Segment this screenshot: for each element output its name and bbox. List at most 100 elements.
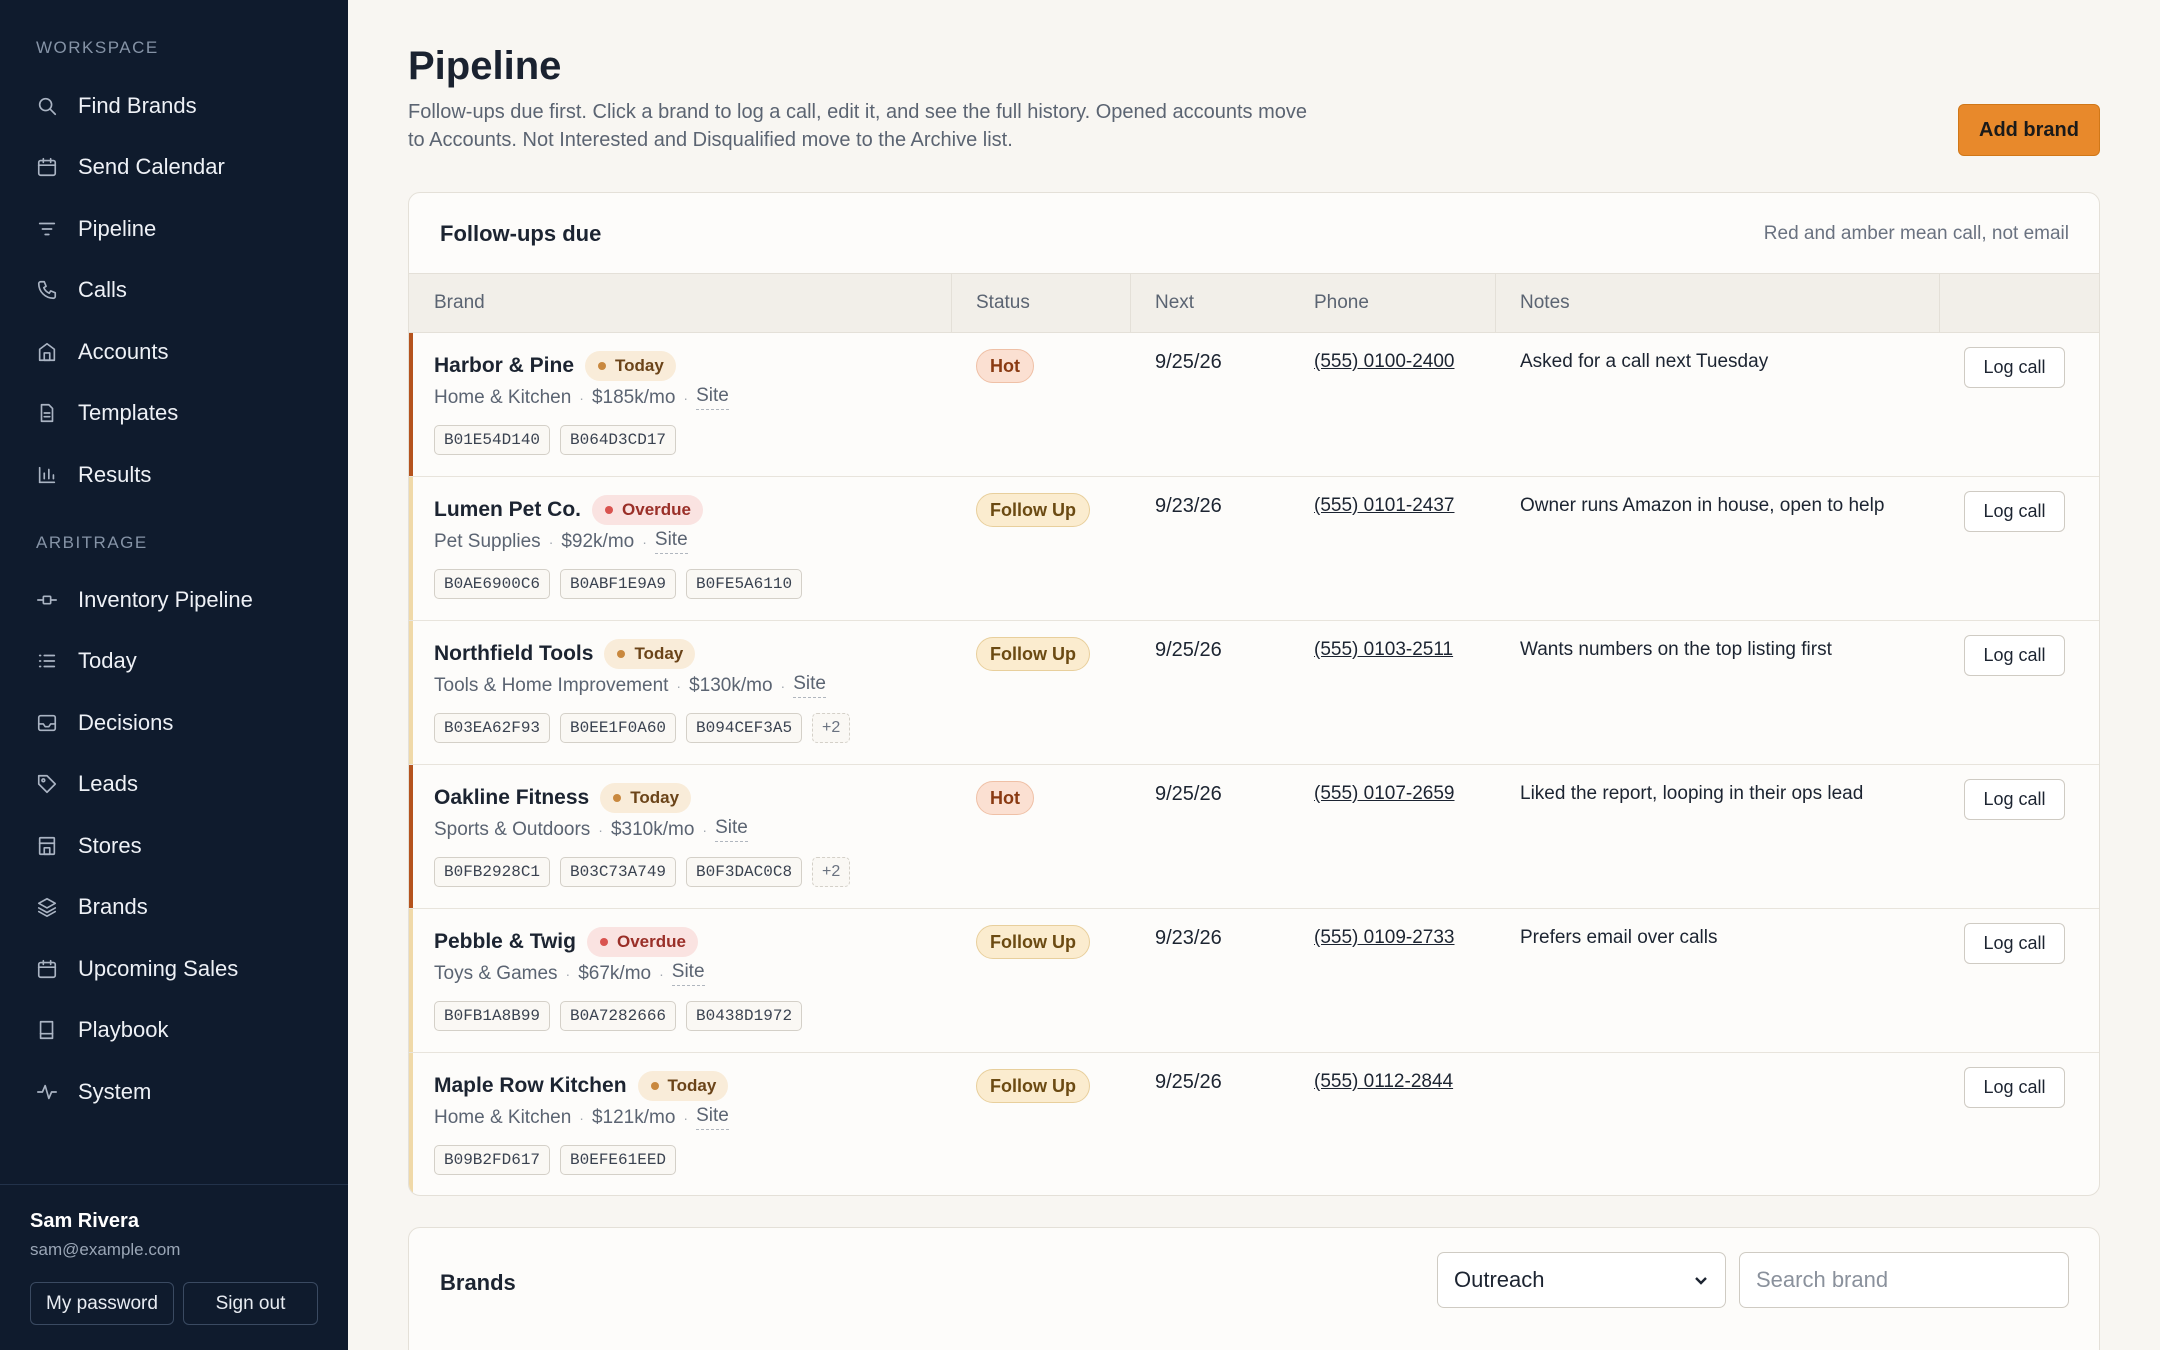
sidebar-item-upcoming-sales[interactable]: Upcoming Sales — [0, 938, 348, 1000]
sidebar-item-today[interactable]: Today — [0, 631, 348, 693]
due-label: Today — [667, 1076, 717, 1095]
sidebar-item-send-calendar[interactable]: Send Calendar — [0, 137, 348, 199]
table-row[interactable]: Harbor & Pine Today Home & Kitchen · $185k/m… — [409, 333, 2099, 477]
brand-name-link[interactable]: Pebble & Twig — [434, 930, 576, 953]
followups-card: Follow-ups due Red and amber mean call, … — [408, 192, 2100, 1196]
site-link[interactable]: Site — [696, 385, 729, 410]
table-row[interactable]: Northfield Tools Today Tools & Home Improv… — [409, 621, 2099, 765]
log-call-button[interactable]: Log call — [1964, 635, 2065, 676]
site-link[interactable]: Site — [696, 1105, 729, 1130]
sidebar-item-brands[interactable]: Brands — [0, 877, 348, 939]
sidebar-item-label: Find Brands — [78, 92, 197, 118]
note-text: Owner runs Amazon in house, open to help — [1520, 495, 1885, 516]
sidebar-item-calls[interactable]: Calls — [0, 260, 348, 322]
asin-chip[interactable]: B0EE1F0A60 — [560, 713, 677, 743]
asin-chip[interactable]: B0FE5A6110 — [686, 569, 803, 599]
my-password-button[interactable]: My password — [30, 1282, 174, 1325]
calendar-icon — [37, 959, 57, 978]
sidebar-item-templates[interactable]: Templates — [0, 383, 348, 445]
sidebar-item-system[interactable]: System — [0, 1061, 348, 1123]
sidebar-item-label: Templates — [78, 400, 179, 426]
brand-name-link[interactable]: Lumen Pet Co. — [434, 498, 582, 521]
asin-chip[interactable]: B03EA62F93 — [434, 713, 551, 743]
log-call-button[interactable]: Log call — [1964, 491, 2065, 532]
log-call-button[interactable]: Log call — [1964, 779, 2065, 820]
more-asins-chip[interactable]: +2 — [812, 713, 851, 743]
arbitrage-nav: Inventory Pipeline Today Decisions Leads… — [0, 569, 348, 1123]
site-link[interactable]: Site — [654, 529, 688, 554]
sidebar-item-label: Send Calendar — [78, 154, 225, 180]
asin-chip[interactable]: B0FB2928C1 — [434, 857, 551, 887]
column-phone: Phone — [1314, 292, 1369, 313]
brand-name-link[interactable]: Northfield Tools — [434, 642, 594, 665]
asin-chip[interactable]: B0AE6900C6 — [434, 569, 551, 599]
sidebar-item-label: Calls — [78, 277, 127, 303]
sidebar-item-decisions[interactable]: Decisions — [0, 692, 348, 754]
asin-chip[interactable]: B0ABF1E9A9 — [560, 569, 677, 599]
sidebar-divider — [0, 1184, 348, 1185]
sidebar-item-find-brands[interactable]: Find Brands — [0, 75, 348, 137]
brand-meta: Sports & Outdoors · $310k/mo · Site — [434, 817, 748, 842]
table-row[interactable]: Lumen Pet Co. Overdue Pet Supplies · $92k/mo… — [409, 477, 2099, 621]
sidebar-item-leads[interactable]: Leads — [0, 754, 348, 816]
list-icon — [38, 654, 56, 668]
brand-category: Home & Kitchen — [434, 1106, 572, 1128]
priority-bar — [409, 765, 413, 908]
phone-link[interactable]: (555) 0109-2733 — [1314, 927, 1455, 948]
asin-chips: B0AE6900C6 B0ABF1E9A9 B0FE5A6110 — [434, 569, 812, 599]
sidebar-item-pipeline[interactable]: Pipeline — [0, 198, 348, 260]
sidebar-item-inventory-pipeline[interactable]: Inventory Pipeline — [0, 569, 348, 631]
phone-link[interactable]: (555) 0100-2400 — [1314, 351, 1455, 372]
table-header: Brand Status Next Phone Notes — [409, 273, 2099, 333]
log-call-button[interactable]: Log call — [1964, 923, 2065, 964]
workspace-section-title: WORKSPACE — [36, 38, 159, 57]
activity-icon — [37, 1084, 57, 1099]
stage-filter-select[interactable]: Outreach — [1437, 1252, 1726, 1308]
asin-chip[interactable]: B0FB1A8B99 — [434, 1001, 551, 1031]
phone-link[interactable]: (555) 0112-2844 — [1314, 1071, 1454, 1092]
phone-link[interactable]: (555) 0101-2437 — [1314, 495, 1455, 516]
phone-link[interactable]: (555) 0103-2511 — [1314, 639, 1454, 660]
search-brand-input[interactable] — [1739, 1252, 2069, 1308]
site-link[interactable]: Site — [715, 817, 748, 842]
site-link[interactable]: Site — [671, 961, 705, 986]
sidebar-item-accounts[interactable]: Accounts — [0, 321, 348, 383]
more-asins-chip[interactable]: +2 — [812, 857, 851, 887]
table-row[interactable]: Pebble & Twig Overdue Toys & Games · $67k/mo… — [409, 909, 2099, 1053]
separator-dot: · — [683, 1109, 689, 1126]
page-description: Follow-ups due first. Click a brand to l… — [408, 101, 1307, 151]
asin-chip[interactable]: B094CEF3A5 — [686, 713, 803, 743]
table-row[interactable]: Oakline Fitness Today Sports & Outdoors · $3… — [409, 765, 2099, 909]
brand-name-link[interactable]: Oakline Fitness — [434, 786, 590, 809]
brand-name-link[interactable]: Maple Row Kitchen — [434, 1074, 627, 1097]
table-row[interactable]: Maple Row Kitchen Today Home & Kitchen · $12… — [409, 1053, 2099, 1195]
phone-link[interactable]: (555) 0107-2659 — [1314, 783, 1455, 804]
asin-chip[interactable]: B0A7282666 — [560, 1001, 677, 1031]
asin-chip[interactable]: B0EFE61EED — [560, 1145, 677, 1175]
separator-dot: · — [676, 677, 682, 694]
sidebar-item-playbook[interactable]: Playbook — [0, 1000, 348, 1062]
site-link[interactable]: Site — [793, 673, 826, 698]
sidebar-item-results[interactable]: Results — [0, 444, 348, 506]
due-dot-icon — [599, 938, 608, 946]
asin-chip[interactable]: B0F3DAC0C8 — [686, 857, 803, 887]
log-call-button[interactable]: Log call — [1964, 1067, 2065, 1108]
sidebar-item-label: Upcoming Sales — [78, 955, 239, 981]
sidebar-item-label: Decisions — [78, 709, 174, 735]
sidebar-item-label: Stores — [78, 832, 142, 858]
separator-dot: · — [642, 533, 647, 550]
asin-chip[interactable]: B01E54D140 — [434, 425, 551, 455]
asin-chip[interactable]: B09B2FD617 — [434, 1145, 551, 1175]
sidebar-item-label: Accounts — [78, 338, 169, 364]
asin-chip[interactable]: B064D3CD17 — [560, 425, 677, 455]
brand-revenue: $121k/mo — [591, 1106, 676, 1128]
book-icon — [39, 1021, 54, 1040]
log-call-button[interactable]: Log call — [1964, 347, 2065, 388]
sign-out-button[interactable]: Sign out — [183, 1282, 318, 1325]
brand-name-link[interactable]: Harbor & Pine — [434, 354, 575, 377]
asin-chip[interactable]: B0438D1972 — [686, 1001, 803, 1031]
asin-chip[interactable]: B03C73A749 — [560, 857, 677, 887]
due-label: Overdue — [622, 500, 691, 519]
sidebar-item-stores[interactable]: Stores — [0, 815, 348, 877]
add-brand-button[interactable]: Add brand — [1958, 104, 2100, 156]
